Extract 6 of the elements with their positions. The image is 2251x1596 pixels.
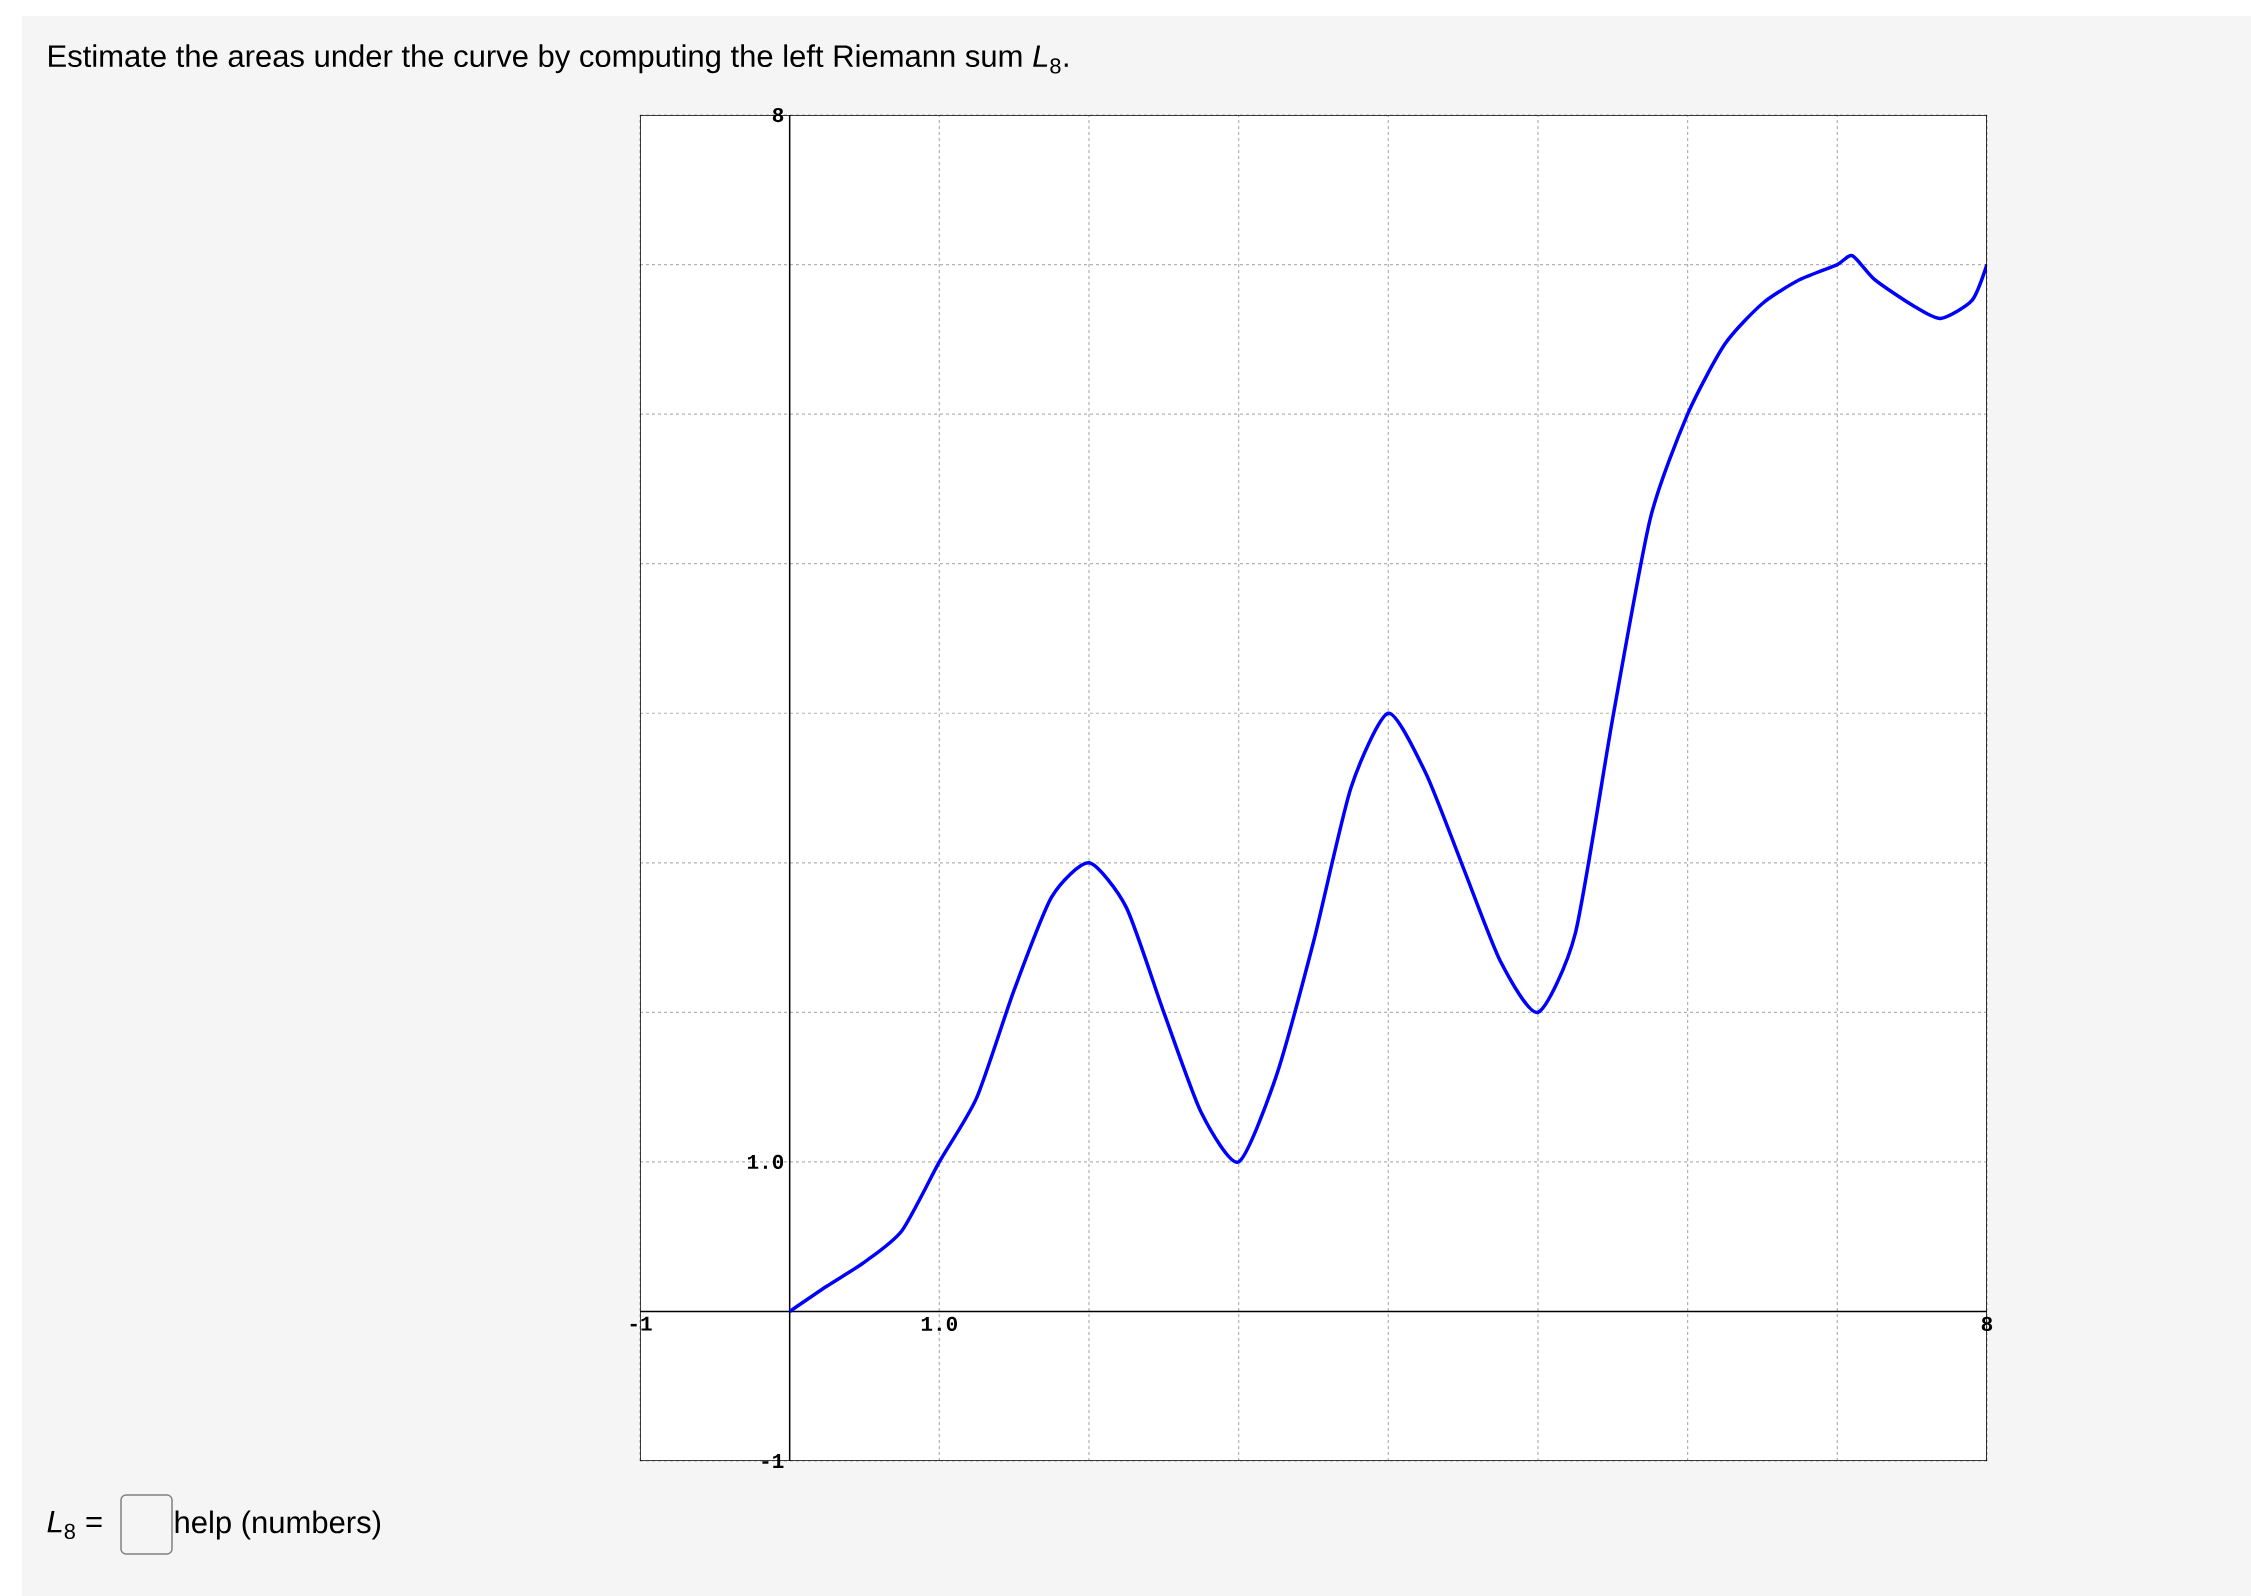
- line-series: [787, 253, 1987, 1314]
- chart-title: Estimate the areas under the curve by computing the left Riemann sum L$_{8}$.: [49, 44, 1068, 74]
- text: help (numbers): [175, 1510, 381, 1540]
- text: L$_{8}$ =: [47, 1510, 102, 1540]
- y-tick-label: 1.0: [747, 1154, 784, 1170]
- x-tick-label: 1.0: [921, 1316, 958, 1332]
